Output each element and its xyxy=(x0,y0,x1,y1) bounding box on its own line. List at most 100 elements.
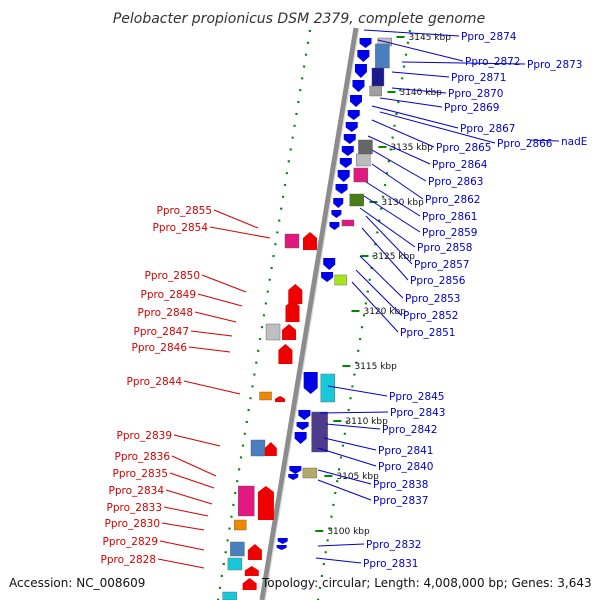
reverse-gene-label: Ppro_2855 xyxy=(157,205,212,217)
forward-gene-label: Ppro_2842 xyxy=(382,424,437,436)
forward-gene-label: Ppro_2841 xyxy=(378,445,433,457)
reverse-gene-box xyxy=(222,591,237,600)
genome-summary: Topology: circular; Length: 4,008,000 bp… xyxy=(261,576,592,590)
reverse-leader-line xyxy=(171,455,217,477)
forward-leader-line xyxy=(391,71,450,78)
forward-gene-box xyxy=(369,85,382,97)
forward-gene-box xyxy=(375,43,390,69)
reverse-gene-label: Ppro_2847 xyxy=(134,326,189,338)
forward-gene xyxy=(277,538,288,544)
forward-gene-label: Ppro_2869 xyxy=(444,102,499,114)
forward-leader-line xyxy=(351,281,399,333)
reverse-gene xyxy=(247,544,262,560)
forward-gene-label: Ppro_2864 xyxy=(432,159,488,171)
forward-leader-line xyxy=(319,411,389,414)
forward-gene-label: Ppro_2832 xyxy=(366,539,421,551)
forward-leader-line xyxy=(317,479,372,501)
tick-label: 3125 kbp xyxy=(373,252,416,262)
reverse-leader-line xyxy=(209,226,271,239)
forward-gene-box xyxy=(341,219,355,227)
tick-label: 3135 kbp xyxy=(390,143,433,153)
forward-gene-label: Ppro_2856 xyxy=(410,275,466,287)
forward-leader-line xyxy=(325,423,381,430)
forward-leader-line xyxy=(371,119,435,148)
reverse-gene xyxy=(244,566,259,576)
forward-gene xyxy=(303,372,318,394)
forward-gene-box xyxy=(311,411,328,453)
forward-gene xyxy=(329,222,340,230)
forward-gene-label: Ppro_2872 xyxy=(465,56,520,68)
forward-leader-line xyxy=(371,163,424,200)
forward-gene xyxy=(294,432,307,444)
reverse-leader-line xyxy=(183,380,241,395)
reverse-gene-box xyxy=(227,557,243,571)
reverse-gene-box xyxy=(230,541,245,557)
reverse-gene-label: Ppro_2829 xyxy=(103,536,158,548)
reverse-leader-line xyxy=(163,506,209,517)
reverse-gene xyxy=(264,442,277,456)
accession-text: Accession: NC_008609 xyxy=(9,576,145,590)
forward-gene-box xyxy=(334,274,347,286)
reverse-leader-line xyxy=(188,346,231,353)
gene-layer xyxy=(222,37,392,600)
forward-gene-box xyxy=(302,467,318,479)
forward-leader-line xyxy=(379,111,496,144)
reverse-leader-line xyxy=(213,209,259,229)
tick-layer: 3145 kbp 3140 kbp 3135 kbp 3130 kbp 3125 kbp… xyxy=(315,33,451,537)
tick-label: 3100 kbp xyxy=(327,527,370,537)
forward-leader-line xyxy=(361,227,409,281)
forward-gene-box xyxy=(353,167,369,183)
forward-gene-box xyxy=(356,153,371,167)
forward-gene xyxy=(289,466,302,474)
map-title: Pelobacter propionicus DSM 2379, complet… xyxy=(113,11,485,27)
reverse-gene-label: Ppro_2844 xyxy=(127,376,183,388)
reverse-gene xyxy=(275,396,286,402)
reverse-gene-label: Ppro_2828 xyxy=(101,554,156,566)
reverse-gene-label: Ppro_2834 xyxy=(109,485,165,497)
forward-gene-label: Ppro_2858 xyxy=(417,242,472,254)
forward-gene-label: nadE xyxy=(561,136,587,148)
reverse-gene-label: Ppro_2835 xyxy=(113,468,168,480)
forward-gene xyxy=(335,184,348,194)
forward-gene xyxy=(288,474,299,480)
reverse-gene-label: Ppro_2850 xyxy=(145,270,200,282)
forward-gene xyxy=(354,64,367,78)
forward-leader-line xyxy=(365,215,413,265)
reverse-gene-label: Ppro_2836 xyxy=(115,451,171,463)
reverse-gene-box xyxy=(265,323,281,341)
reverse-gene xyxy=(282,324,297,340)
forward-gene-label: Ppro_2873 xyxy=(527,59,582,71)
forward-gene-box xyxy=(320,373,336,403)
reverse-gene-box xyxy=(250,439,266,457)
forward-gene-label: Ppro_2859 xyxy=(422,227,477,239)
backbone-highlight xyxy=(264,27,360,600)
forward-gene-label: Ppro_2853 xyxy=(405,293,460,305)
reverse-gene xyxy=(285,300,300,322)
reverse-leader-line xyxy=(169,472,215,489)
reverse-gene-label: Ppro_2833 xyxy=(107,502,162,514)
forward-gene xyxy=(343,134,356,144)
forward-gene-label: Ppro_2867 xyxy=(460,123,515,135)
reverse-leader-line xyxy=(161,522,205,531)
forward-gene xyxy=(333,198,344,208)
label-layer: Ppro_2874 Ppro_2872 Ppro_2873 Ppro_2871 Ppro… xyxy=(101,31,588,570)
forward-gene-label: Ppro_2865 xyxy=(436,142,491,154)
forward-gene-label: Ppro_2874 xyxy=(461,31,517,43)
reverse-gene-box xyxy=(259,391,272,401)
reverse-gene-label: Ppro_2854 xyxy=(153,222,209,234)
tick-label: 3110 kbp xyxy=(345,417,388,427)
reverse-gene xyxy=(242,578,257,590)
forward-gene xyxy=(296,422,309,430)
forward-leader-line xyxy=(377,39,464,62)
tick-label: 3145 kbp xyxy=(409,33,452,43)
reverse-gene-label: Ppro_2830 xyxy=(105,518,160,530)
forward-gene xyxy=(298,410,311,420)
forward-gene-label: Ppro_2862 xyxy=(425,194,480,206)
reverse-leader-line xyxy=(157,558,205,569)
genome-backbone xyxy=(259,27,359,600)
reverse-leader-line xyxy=(159,540,205,551)
forward-leader-line xyxy=(371,149,427,182)
forward-gene-label: Ppro_2831 xyxy=(363,558,418,570)
forward-gene xyxy=(352,80,365,92)
reverse-leader-line xyxy=(201,274,247,293)
